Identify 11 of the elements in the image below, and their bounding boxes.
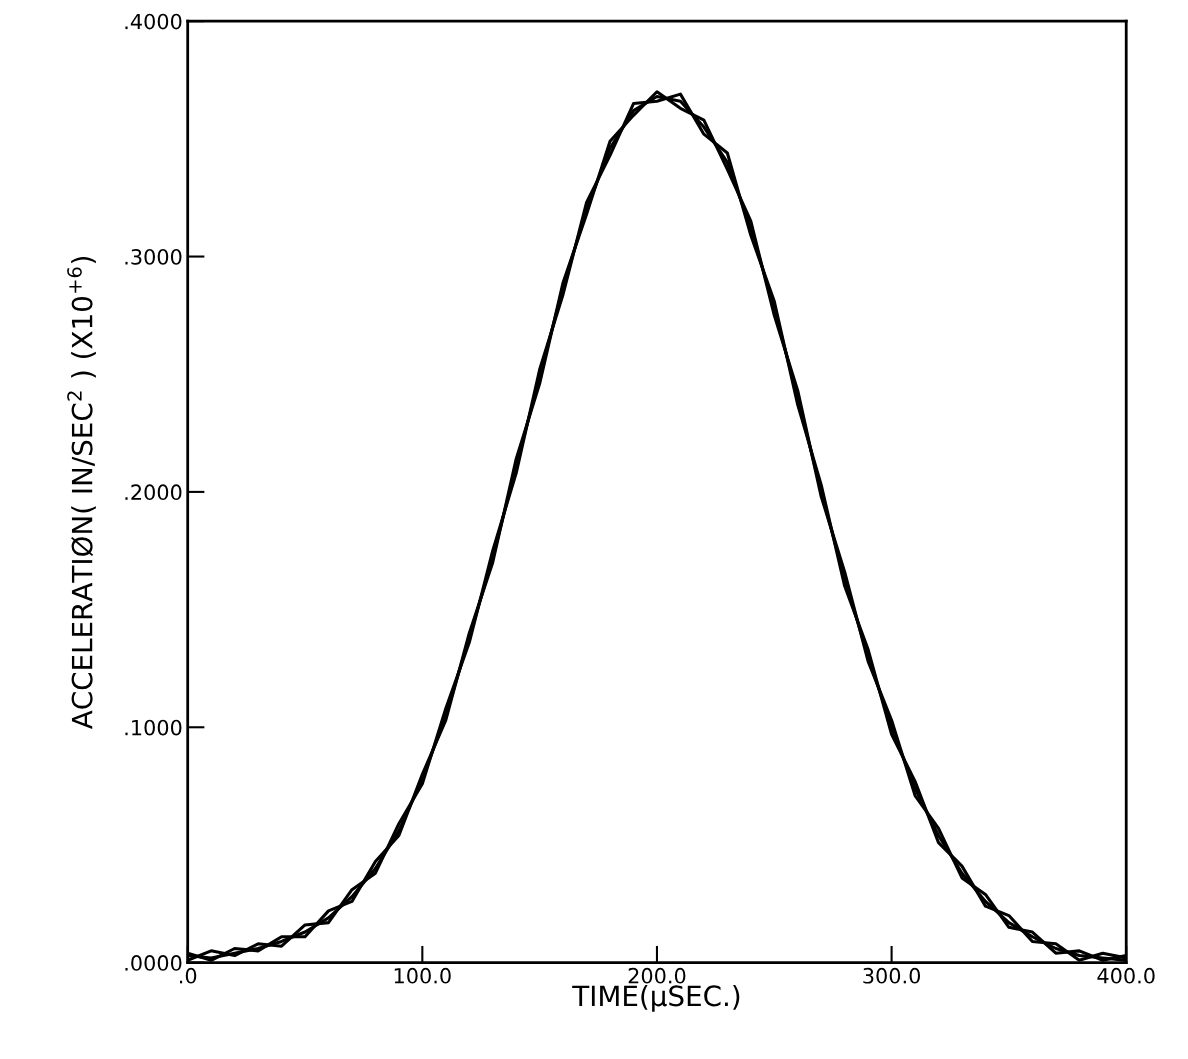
x-tick-label: 100.0 xyxy=(394,967,451,984)
y-axis-title: ACCELERATIØN( IN/SEC$^{2}$ ) (X10$^{+6}$) xyxy=(67,256,96,730)
x-tick-label: 400.0 xyxy=(1097,967,1155,984)
x-tick-label: 200.0 xyxy=(628,967,686,984)
x-axis-title: TIME(μSEC.) xyxy=(572,984,740,1012)
y-tick-label: .1000 xyxy=(125,719,182,736)
y-tick-label: .4000 xyxy=(125,13,182,30)
y-tick-label: .2000 xyxy=(125,484,182,501)
y-tick-label: .0000 xyxy=(125,955,182,971)
x-tick-label: 300.0 xyxy=(863,967,921,984)
y-tick-label: .3000 xyxy=(125,249,182,265)
